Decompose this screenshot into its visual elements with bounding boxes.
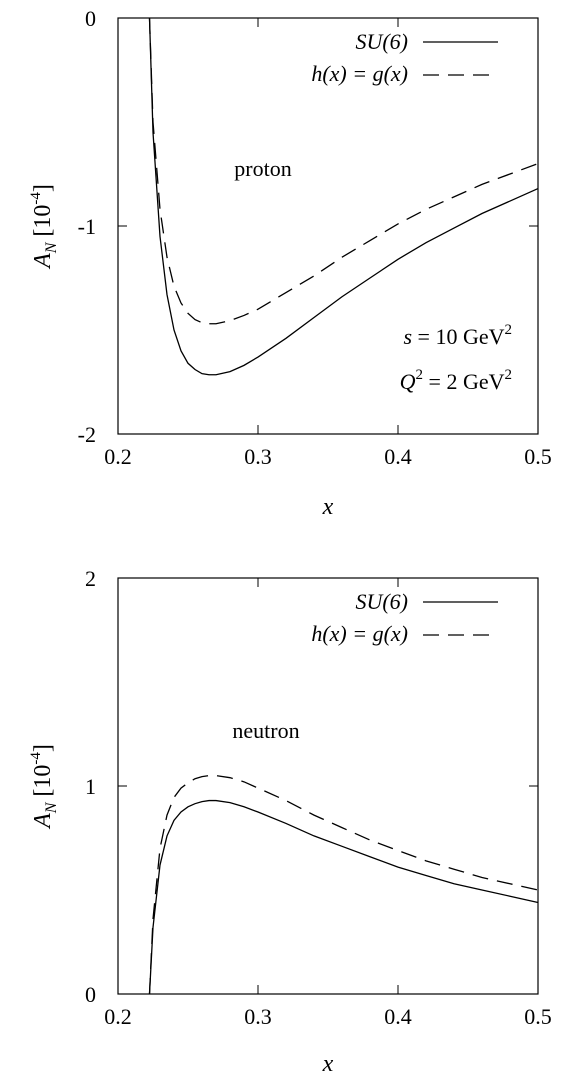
legend-label-su6: SU(6)	[355, 29, 408, 54]
series-line-su6	[148, 799, 539, 995]
x-tick-label: 0.5	[524, 1004, 552, 1029]
x-tick-label: 0.4	[384, 444, 412, 469]
y-axis-label: AN [10-4]	[28, 744, 60, 830]
x-tick-label: 0.2	[104, 444, 132, 469]
x-tick-label: 0.3	[244, 1004, 272, 1029]
x-tick-label: 0.5	[524, 444, 552, 469]
proton-chart: 0.2 0.3 0.4 0.5 -2 -1 0 AN [10-4] x SU(6) h(x)…	[28, 6, 552, 520]
y-tick-label: -1	[78, 214, 96, 239]
series-curves	[148, 774, 539, 995]
y-tick-label: 0	[85, 6, 96, 31]
y-tick-label: 2	[85, 566, 96, 591]
neutron-chart: 0.2 0.3 0.4 0.5 0 1 2 AN [10-4] x SU(6) h(x) =…	[28, 566, 552, 1077]
y-axis-label: AN [10-4]	[28, 184, 60, 270]
svg-text:AN [10-4]: AN [10-4]	[28, 184, 60, 270]
x-tick-label: 0.2	[104, 1004, 132, 1029]
series-line-su6	[148, 17, 539, 376]
legend-label-hg: h(x) = g(x)	[311, 621, 408, 646]
axis-ticks: 0.2 0.3 0.4 0.5 0 1 2	[85, 566, 552, 1029]
series-line-hx-gx	[148, 17, 539, 325]
x-tick-label: 0.3	[244, 444, 272, 469]
panel-label-neutron: neutron	[232, 718, 299, 743]
x-axis-label: x	[322, 494, 334, 520]
panel-label-proton: proton	[234, 156, 291, 181]
svg-text:AN [10-4]: AN [10-4]	[28, 744, 60, 830]
x-tick-label: 0.4	[384, 1004, 412, 1029]
y-tick-label: 1	[85, 774, 96, 799]
legend: SU(6) h(x) = g(x)	[311, 589, 498, 646]
series-line-hx-gx	[148, 774, 539, 995]
annotation-q2: Q2 = 2 GeV2	[400, 367, 512, 394]
legend-label-su6: SU(6)	[355, 589, 408, 614]
annotation-s: s = 10 GeV2	[403, 322, 512, 349]
y-tick-label: -2	[78, 422, 96, 447]
x-axis-label: x	[322, 1051, 334, 1077]
legend-label-hg: h(x) = g(x)	[311, 61, 408, 86]
series-curves	[148, 17, 539, 376]
legend: SU(6) h(x) = g(x)	[311, 29, 498, 86]
y-tick-label: 0	[85, 982, 96, 1007]
axis-ticks: 0.2 0.3 0.4 0.5 -2 -1 0	[78, 6, 552, 469]
